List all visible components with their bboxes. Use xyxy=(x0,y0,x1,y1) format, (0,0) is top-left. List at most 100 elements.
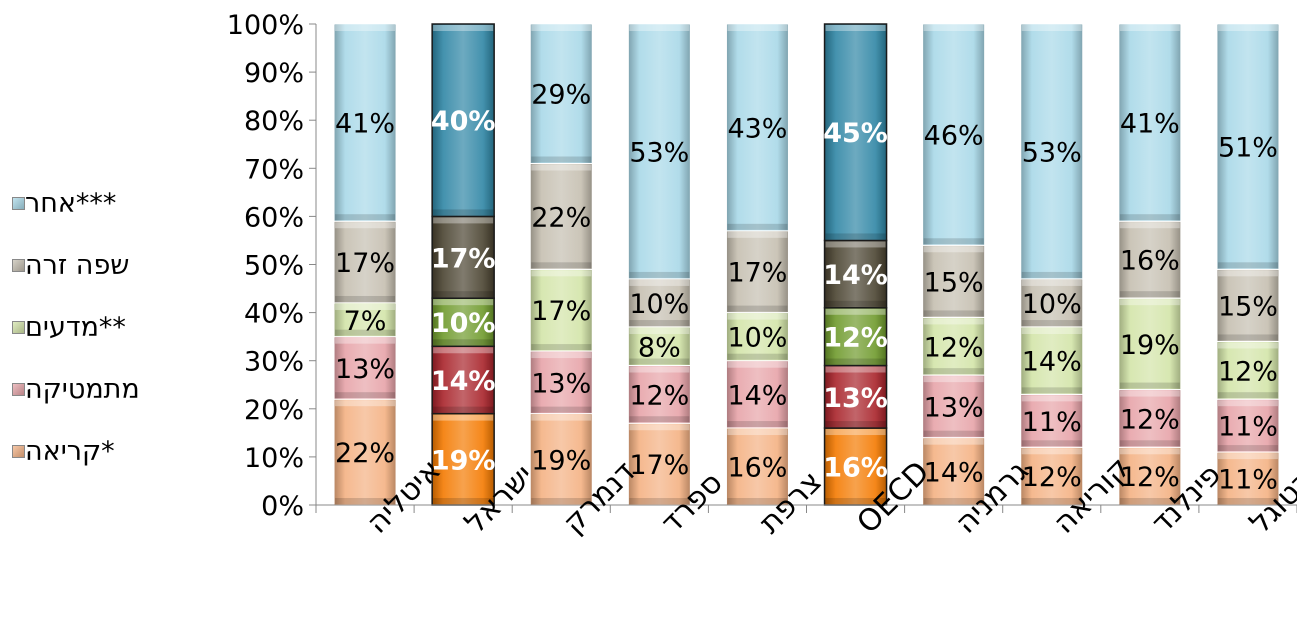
data-label: 14% xyxy=(823,260,888,291)
bar-bevel-bottom xyxy=(531,498,592,504)
data-label: 14% xyxy=(727,380,787,411)
y-tick-label: 90% xyxy=(244,58,304,89)
bar-bevel-top xyxy=(825,25,886,31)
data-label: 46% xyxy=(924,121,984,152)
data-label: 11% xyxy=(1218,412,1278,443)
bar-bevel-bottom xyxy=(531,262,592,269)
bar-segment xyxy=(823,364,888,429)
bar-bevel-bottom xyxy=(923,498,984,504)
data-label: 16% xyxy=(1120,246,1180,277)
bar-bevel-bottom xyxy=(335,498,396,504)
bar-bevel-top xyxy=(923,376,984,383)
bar-bevel-top xyxy=(531,352,592,359)
bar-segment xyxy=(922,23,986,246)
bar-segment xyxy=(725,312,789,362)
legend-swatch xyxy=(12,320,25,334)
bar-bevel-top xyxy=(727,361,788,368)
bar-segment xyxy=(431,215,495,299)
legend-label: **מדעים xyxy=(25,311,126,343)
bar-segment xyxy=(333,220,397,304)
bar-bevel-top xyxy=(1119,25,1180,31)
legend-swatch xyxy=(12,196,25,210)
data-label: 11% xyxy=(1022,407,1082,438)
y-tick-label: 10% xyxy=(244,443,304,474)
data-label: 13% xyxy=(924,392,984,423)
bar-bevel-top xyxy=(727,231,788,238)
legend-item: ***אחר xyxy=(6,172,196,234)
bar-segment xyxy=(1118,446,1182,506)
data-label: 12% xyxy=(823,323,888,354)
y-tick-label: 70% xyxy=(244,154,304,185)
data-label: 12% xyxy=(1120,462,1180,493)
data-label: 45% xyxy=(823,118,888,149)
data-label: 10% xyxy=(431,308,496,339)
bar-bevel-top xyxy=(923,25,984,31)
bar-bevel-bottom xyxy=(923,310,984,317)
legend-label: שפה זרה xyxy=(25,249,130,281)
legend-label: מתמטיקה xyxy=(25,373,140,405)
bar-segment xyxy=(431,297,495,348)
bar-bevel-bottom xyxy=(923,368,984,375)
bar-segment xyxy=(725,427,789,506)
legend-item: **מדעים xyxy=(6,296,196,358)
data-label: 16% xyxy=(727,453,787,484)
bar-bevel-bottom xyxy=(433,339,494,346)
bar-segment xyxy=(922,374,986,439)
bar-bevel-bottom xyxy=(1021,440,1082,447)
data-label: 12% xyxy=(1022,462,1082,493)
bar-bevel-bottom xyxy=(1119,498,1180,504)
data-label: 29% xyxy=(531,80,591,111)
data-label: 12% xyxy=(1120,404,1180,435)
bar-bevel-bottom xyxy=(629,320,690,327)
bars: 22% 13% 7% 17% 41% 19% 14% 10% 17% 40% 19% 13% 17% 22… xyxy=(333,23,1280,506)
bar-segment xyxy=(431,23,495,218)
bar-bevel-top xyxy=(1021,395,1082,402)
bar-bevel-top xyxy=(1119,299,1180,306)
bar-bevel-top xyxy=(727,25,788,31)
data-label: 13% xyxy=(823,383,888,414)
bar-bevel-bottom xyxy=(727,223,788,230)
bar-bevel-top xyxy=(629,279,690,286)
legend: ***אחר שפה זרה **מדעים מתמטיקה *קריאה xyxy=(6,172,196,482)
bar-bevel-bottom xyxy=(433,498,494,504)
bar-bevel-bottom xyxy=(1217,445,1278,452)
bar-bevel-bottom xyxy=(1021,498,1082,504)
bar-bevel-top xyxy=(727,429,788,436)
legend-swatch xyxy=(12,382,25,396)
bar-bevel-bottom xyxy=(1021,320,1082,327)
data-label: 8% xyxy=(638,332,681,363)
bar-bevel-top xyxy=(1119,390,1180,397)
bar-bevel-bottom xyxy=(1217,392,1278,399)
bar-bevel-bottom xyxy=(825,421,886,428)
bar-bevel-top xyxy=(825,429,886,436)
bar-segment xyxy=(823,427,888,506)
bar-bevel-top xyxy=(531,414,592,421)
bar-bevel-top xyxy=(433,25,494,31)
bar-bevel-bottom xyxy=(727,353,788,360)
bar-bevel-top xyxy=(531,164,592,171)
bar-bevel-top xyxy=(1021,328,1082,335)
bar-bevel-bottom xyxy=(335,295,396,302)
bar-segment xyxy=(431,345,495,415)
data-label: 12% xyxy=(629,380,689,411)
data-label: 10% xyxy=(629,289,689,320)
data-label: 16% xyxy=(823,453,888,484)
data-label: 53% xyxy=(629,137,689,168)
y-tick-label: 50% xyxy=(244,251,304,282)
data-label: 17% xyxy=(629,450,689,481)
bar-segment xyxy=(529,23,593,164)
bar-segment xyxy=(627,278,691,328)
bar-bevel-bottom xyxy=(629,498,690,504)
bar-bevel-bottom xyxy=(629,358,690,365)
bar-bevel-bottom xyxy=(629,271,690,278)
data-label: 53% xyxy=(1022,137,1082,168)
data-label: 41% xyxy=(335,109,395,140)
y-tick-label: 40% xyxy=(244,299,304,330)
bar-bevel-bottom xyxy=(335,214,396,221)
bar-segment xyxy=(1020,393,1084,448)
bar-segment xyxy=(1118,389,1182,448)
bar-bevel-bottom xyxy=(1119,440,1180,447)
data-label: 17% xyxy=(531,296,591,327)
bar-bevel-bottom xyxy=(727,421,788,428)
